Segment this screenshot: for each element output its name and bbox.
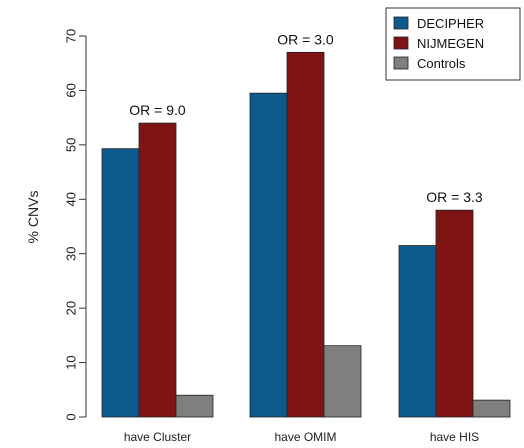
y-tick-label: 30 xyxy=(64,246,79,260)
legend: DECIPHER NIJMEGEN Controls xyxy=(385,7,521,81)
annotations: OR = 9.0 OR = 3.0 OR = 3.3 xyxy=(129,31,483,205)
category-labels: have Cluster have OMIM have HIS xyxy=(124,430,479,444)
y-tick-label: 60 xyxy=(64,83,79,97)
odds-ratio-annotation: OR = 9.0 xyxy=(129,102,186,118)
bars-group xyxy=(101,51,511,418)
bar-decipher-3 xyxy=(398,245,437,418)
y-tick-label: 0 xyxy=(64,413,79,420)
y-axis: 0 10 20 30 40 50 60 70 xyxy=(64,29,87,421)
bar-decipher-1 xyxy=(101,148,140,418)
y-tick-label: 50 xyxy=(64,138,79,152)
y-tick-label: 40 xyxy=(64,192,79,206)
bar-controls-3 xyxy=(472,399,511,418)
y-tick-label: 70 xyxy=(64,29,79,43)
bar-nijmegen-1 xyxy=(138,122,177,418)
legend-label-decipher: DECIPHER xyxy=(417,16,484,31)
y-tick-label: 10 xyxy=(64,355,79,369)
category-label: have OMIM xyxy=(274,430,336,444)
category-label: have HIS xyxy=(430,430,479,444)
legend-swatch-controls xyxy=(393,56,409,70)
y-tick-label: 20 xyxy=(64,301,79,315)
category-label: have Cluster xyxy=(124,430,191,444)
bar-nijmegen-2 xyxy=(286,51,325,418)
bar-nijmegen-3 xyxy=(435,209,474,418)
legend-swatch-nijmegen xyxy=(393,36,409,50)
bar-controls-1 xyxy=(175,394,214,418)
legend-label-nijmegen: NIJMEGEN xyxy=(417,36,484,51)
bar-decipher-2 xyxy=(249,92,288,418)
odds-ratio-annotation: OR = 3.0 xyxy=(277,31,334,47)
legend-label-controls: Controls xyxy=(417,56,466,71)
legend-swatch-decipher xyxy=(393,16,409,30)
y-axis-title: % CNVs xyxy=(25,191,41,244)
odds-ratio-annotation: OR = 3.3 xyxy=(426,189,483,205)
bar-controls-2 xyxy=(323,345,362,418)
